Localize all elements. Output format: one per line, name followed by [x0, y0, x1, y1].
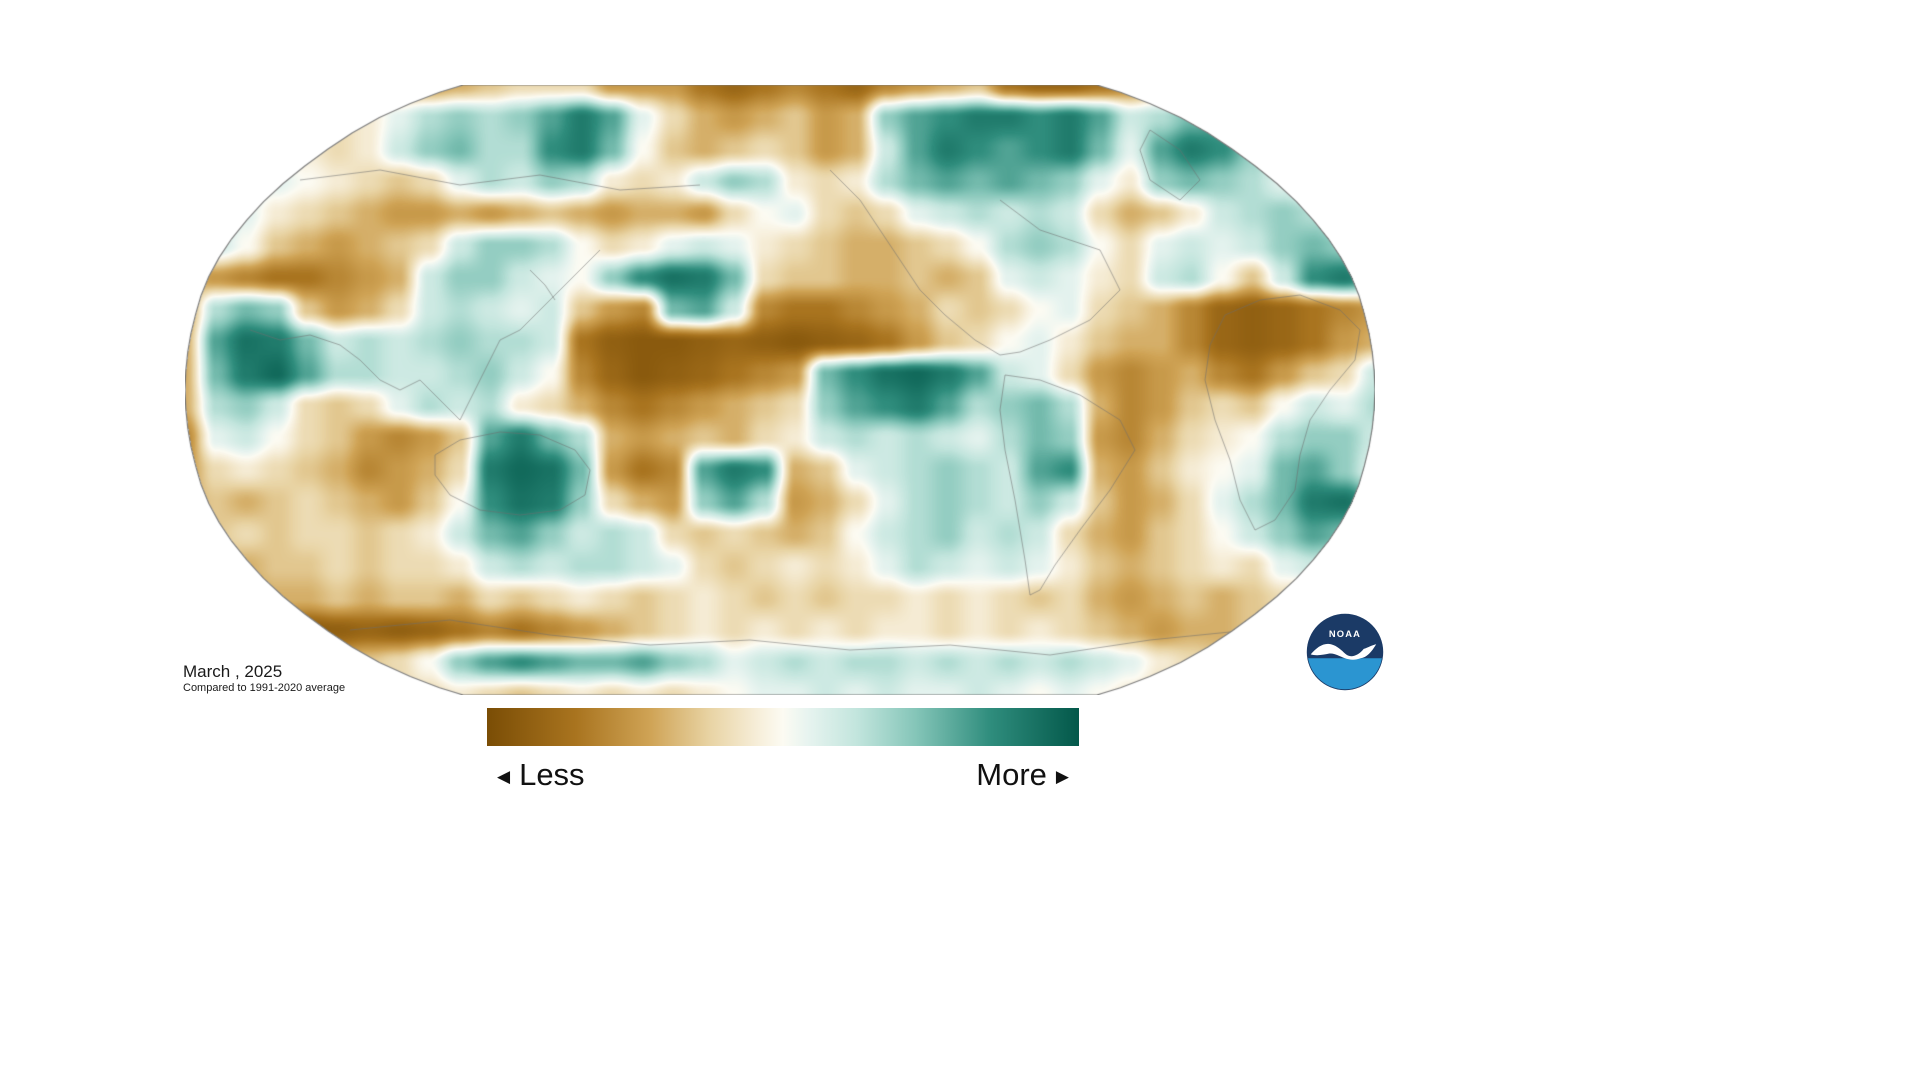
legend-less-label: Less [519, 757, 585, 792]
anomaly-heatmap-canvas [185, 85, 1375, 695]
world-precipitation-anomaly-map [185, 85, 1375, 695]
date-label: March , 2025 [183, 662, 283, 681]
noaa-logo-text: NOAA [1329, 629, 1361, 639]
noaa-emblem-sea [1308, 658, 1382, 690]
left-arrow-icon: ◀ [497, 766, 511, 786]
legend-more-label: More [976, 757, 1047, 792]
legend-less: ◀ Less [497, 757, 585, 793]
colorbar-gradient [487, 708, 1079, 746]
map-caption: March , 2025 Compared to 1991-2020 avera… [183, 662, 345, 695]
legend-more: More ▶ [976, 757, 1069, 793]
baseline-label: Compared to 1991-2020 average [183, 682, 346, 694]
noaa-logo-graphic: NOAA [1306, 613, 1384, 691]
noaa-gull-icon [1310, 643, 1377, 660]
right-arrow-icon: ▶ [1055, 766, 1069, 786]
noaa-logo: NOAA [1306, 613, 1384, 691]
colorbar-legend: ◀ Less More ▶ [487, 752, 1079, 798]
